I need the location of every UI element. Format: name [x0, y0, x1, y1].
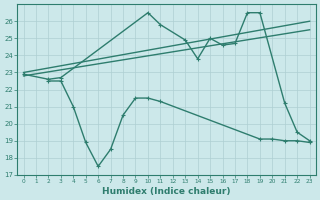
X-axis label: Humidex (Indice chaleur): Humidex (Indice chaleur): [102, 187, 231, 196]
